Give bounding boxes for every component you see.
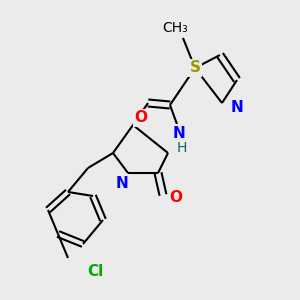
Text: N: N (116, 176, 128, 190)
Text: N: N (172, 125, 185, 140)
Text: S: S (190, 61, 200, 76)
Text: N: N (231, 100, 243, 116)
Text: O: O (169, 190, 182, 206)
Text: H: H (177, 141, 187, 155)
Text: O: O (134, 110, 148, 125)
Text: Cl: Cl (87, 265, 103, 280)
Text: CH₃: CH₃ (162, 21, 188, 35)
